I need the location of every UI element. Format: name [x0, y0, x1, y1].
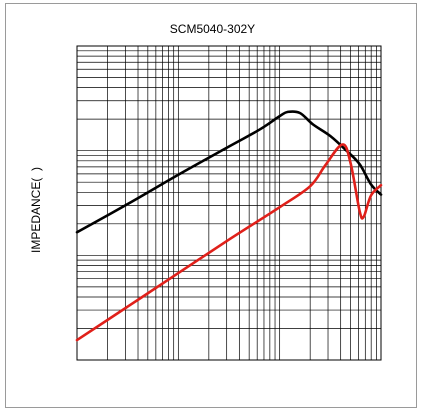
series-lines	[75, 110, 383, 342]
vertical-gridlines	[107, 46, 377, 360]
series-line-1	[75, 110, 383, 234]
plot-area-border	[76, 45, 382, 361]
chart-title: SCM5040-302Y	[169, 22, 256, 36]
series-line-2	[75, 143, 383, 342]
horizontal-gridlines	[77, 50, 381, 329]
